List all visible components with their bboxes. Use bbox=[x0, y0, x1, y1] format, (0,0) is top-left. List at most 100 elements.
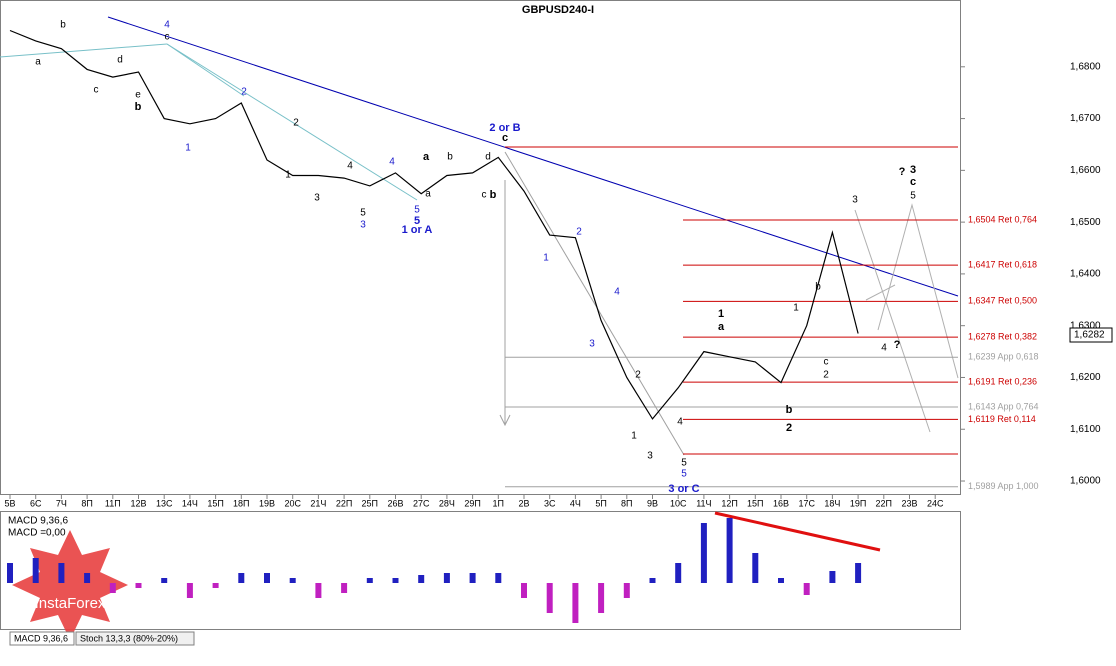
histogram-bar bbox=[161, 578, 168, 583]
wave-label: 1 bbox=[631, 431, 637, 442]
price-panel bbox=[0, 0, 961, 495]
wave-label: 4 bbox=[164, 20, 170, 31]
wave-label: 3 bbox=[647, 451, 653, 462]
x-tick-label: 8П bbox=[621, 498, 632, 508]
wave-label: ? bbox=[894, 339, 901, 351]
wave-label: 1 bbox=[185, 143, 191, 154]
fib-label: 1,6347 Ret 0,500 bbox=[968, 296, 1037, 306]
chart-title: GBPUSD240-I bbox=[522, 4, 594, 16]
tab-label[interactable]: Stoch 13,3,3 (80%-20%) bbox=[80, 633, 178, 643]
x-tick-label: 18Ч bbox=[824, 498, 840, 508]
histogram-bar bbox=[315, 583, 322, 598]
x-tick-label: 29П bbox=[464, 498, 480, 508]
x-tick-label: 13С bbox=[156, 498, 173, 508]
histogram-bar bbox=[109, 583, 116, 593]
wave-label: b bbox=[490, 189, 497, 201]
tab[interactable] bbox=[75, 631, 195, 646]
last-price-box bbox=[1069, 327, 1113, 343]
last-price-label: 1,6282 bbox=[1074, 330, 1105, 341]
wave-label: a bbox=[425, 189, 431, 200]
fib-label: 1,6278 Ret 0,382 bbox=[968, 331, 1037, 341]
histogram-bar bbox=[443, 573, 450, 583]
fib-label: 1,6417 Ret 0,618 bbox=[968, 259, 1037, 269]
wave-label: 1 bbox=[793, 303, 799, 314]
wave-label: 3 bbox=[852, 195, 858, 206]
histogram-bar bbox=[84, 573, 91, 583]
wave-label: 1 bbox=[718, 308, 724, 320]
x-tick-label: 12П bbox=[721, 498, 737, 508]
wave-label: a bbox=[35, 57, 41, 68]
wave-label: b bbox=[815, 282, 821, 293]
histogram-bar bbox=[521, 583, 527, 598]
histogram-bar bbox=[495, 573, 502, 583]
x-tick-label: 23В bbox=[901, 498, 917, 508]
wave-label: 1 bbox=[543, 253, 549, 264]
wave-label: 5 bbox=[360, 208, 366, 219]
wave-label: 2 bbox=[576, 227, 582, 238]
y-tick-label: 1,6300 bbox=[1070, 320, 1101, 331]
wave-label: 5 bbox=[910, 191, 916, 202]
logo: InstaForex bbox=[12, 530, 128, 640]
wave-label: c bbox=[824, 357, 829, 368]
wave-label: 3 bbox=[314, 193, 320, 204]
y-tick-label: 1,6400 bbox=[1070, 269, 1101, 280]
x-tick-label: 7Ч bbox=[56, 498, 67, 508]
wave-label: 1 bbox=[285, 170, 291, 181]
wave-label: 3 or C bbox=[668, 483, 699, 495]
wave-label: c bbox=[94, 85, 99, 96]
indicator-title: MACD 9,36,6 bbox=[8, 516, 68, 527]
wave-label: ? bbox=[899, 166, 906, 178]
x-tick-label: 4Ч bbox=[570, 498, 581, 508]
fib-label: 1,6119 Ret 0,114 bbox=[968, 414, 1036, 424]
histogram-bar bbox=[778, 578, 784, 583]
x-tick-label: 11Ч bbox=[696, 498, 711, 508]
histogram-bar bbox=[289, 578, 296, 583]
channel-line bbox=[166, 43, 245, 97]
x-tick-label: 15П bbox=[207, 498, 223, 508]
x-tick-label: 20С bbox=[284, 498, 301, 508]
histogram-bar bbox=[649, 578, 656, 583]
wave-label: b bbox=[60, 20, 66, 31]
x-tick-label: 9В bbox=[647, 498, 658, 508]
histogram-bar bbox=[675, 563, 682, 583]
histogram-bar bbox=[366, 578, 373, 583]
channel-line bbox=[0, 43, 168, 58]
x-tick-label: 12В bbox=[130, 498, 146, 508]
divergence-line bbox=[714, 511, 881, 552]
y-tick-label: 1,6100 bbox=[1070, 424, 1101, 435]
wave-label: d bbox=[485, 152, 491, 163]
wave-label: c bbox=[482, 190, 487, 201]
wave-label: c bbox=[165, 32, 170, 43]
x-tick-label: 26В bbox=[387, 498, 403, 508]
histogram-bar bbox=[623, 583, 630, 598]
fib-label: 1,6504 Ret 0,764 bbox=[968, 214, 1037, 224]
wave-label: c bbox=[910, 176, 916, 188]
wave-label: 3 bbox=[360, 220, 366, 231]
x-tick-label: 3С bbox=[544, 498, 556, 508]
histogram-bar bbox=[546, 583, 553, 613]
histogram-bar bbox=[726, 518, 733, 583]
wave-label: 4 bbox=[389, 157, 395, 168]
wave-label: 1 or A bbox=[402, 224, 433, 236]
histogram-bar bbox=[186, 583, 193, 598]
wave-label: 4 bbox=[347, 161, 353, 172]
tab[interactable] bbox=[9, 631, 75, 646]
wave-label: a bbox=[423, 151, 430, 163]
wave-label: 5 bbox=[681, 458, 687, 469]
wave-label: 2 bbox=[293, 118, 299, 129]
histogram-bar bbox=[7, 563, 13, 583]
x-tick-label: 28Ч bbox=[439, 498, 455, 508]
wave-label: 5 bbox=[681, 469, 687, 480]
wave-label: 4 bbox=[614, 287, 620, 298]
tab-label[interactable]: MACD 9,36,6 bbox=[14, 633, 68, 643]
wave-label: b bbox=[135, 101, 142, 113]
x-tick-label: 17С bbox=[798, 498, 815, 508]
wave-label: 2 or B bbox=[489, 122, 520, 134]
wave-label: b bbox=[786, 404, 793, 416]
x-tick-label: 1П bbox=[493, 498, 504, 508]
histogram-bar bbox=[238, 573, 245, 583]
x-tick-label: 24С bbox=[927, 498, 944, 508]
arrow-head bbox=[499, 414, 511, 427]
